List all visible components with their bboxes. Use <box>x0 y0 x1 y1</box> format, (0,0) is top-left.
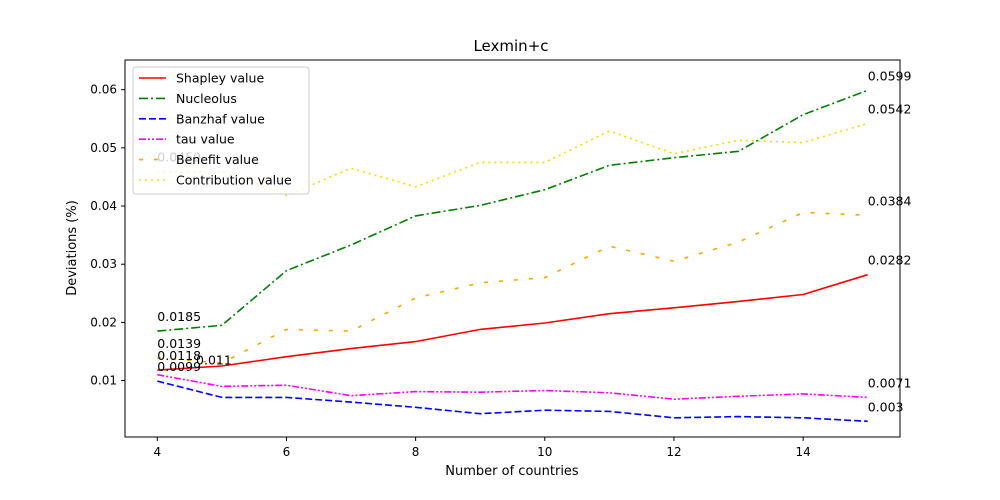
series-line-shapley-value <box>157 273 868 371</box>
x-axis-label: Number of countries <box>445 464 579 479</box>
data-label: 0.0099 <box>157 359 201 374</box>
axes-frame <box>124 59 901 438</box>
data-label: 0.0071 <box>868 375 912 390</box>
x-tick-label: 12 <box>666 445 681 459</box>
x-tick-label: 4 <box>153 445 161 459</box>
data-label: 0.0139 <box>157 336 201 351</box>
legend-frame <box>132 66 310 195</box>
series-line-banzhaf-value <box>157 380 868 423</box>
data-label: 0.0542 <box>868 101 912 116</box>
legend-label: Contribution value <box>176 173 292 188</box>
data-label: 0.0118 <box>157 348 201 363</box>
legend-label: Banzhaf value <box>176 111 265 126</box>
x-tick-label: 6 <box>283 445 291 459</box>
series-line-nucleolus <box>157 89 868 332</box>
x-axis: 4 6 8 10 12 14 <box>153 437 811 459</box>
data-label: 0.0599 <box>868 68 912 83</box>
legend-label: Benefit value <box>176 152 259 167</box>
data-label: 0.0185 <box>157 309 201 324</box>
legend-label: tau value <box>176 132 235 147</box>
y-tick-label: 0.05 <box>90 141 117 155</box>
y-axis-label: Deviations (%) <box>65 200 80 296</box>
legend-label: Nucleolus <box>176 91 237 106</box>
y-tick-label: 0.01 <box>90 374 117 388</box>
chart-title: Lexmin+c <box>473 37 548 55</box>
data-label: 0.011 <box>196 353 232 368</box>
data-label: 0.003 <box>868 399 904 414</box>
annotation-layer: 0.01850.01390.01180.0110.00990.04590.059… <box>157 68 911 414</box>
data-label: 0.0384 <box>868 193 912 208</box>
x-tick-label: 8 <box>412 445 420 459</box>
data-label: 0.0282 <box>868 253 912 268</box>
x-tick-label: 14 <box>795 445 810 459</box>
legend: Shapley value Nucleolus Banzhaf value tau v… <box>132 66 310 195</box>
y-axis: 0.01 0.02 0.03 0.04 0.05 0.06 <box>90 83 125 388</box>
y-tick-label: 0.02 <box>90 315 117 329</box>
x-tick-label: 10 <box>537 445 552 459</box>
y-tick-label: 0.04 <box>90 199 117 213</box>
y-tick-label: 0.03 <box>90 257 117 271</box>
y-tick-label: 0.06 <box>90 83 117 97</box>
legend-label: Shapley value <box>176 71 264 86</box>
series-line-tau-value <box>157 373 868 401</box>
